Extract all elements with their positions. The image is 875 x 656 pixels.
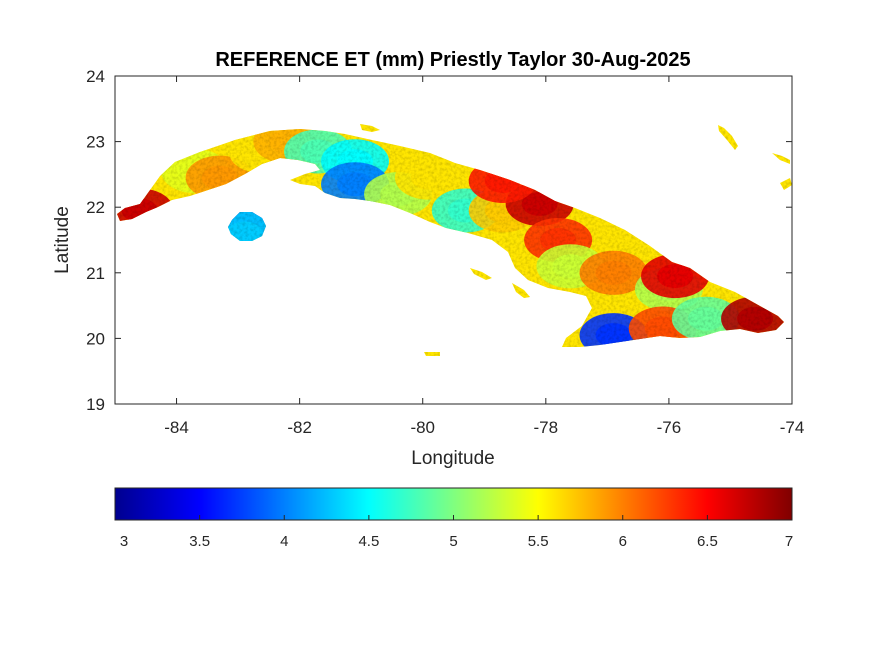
colorbar-tick-label: 7: [785, 533, 793, 550]
colorbar-tick-label: 3.5: [189, 533, 210, 550]
y-tick-label: 19: [86, 395, 105, 414]
colorbar-tick-label: 5.5: [528, 533, 549, 550]
plot-area: [115, 76, 792, 404]
x-tick-label: -84: [164, 418, 189, 437]
colorbar: 3 3.5 4 4.5 5 5.5 6 6.5 7: [114, 487, 793, 550]
x-axis-label: Longitude: [411, 448, 494, 469]
x-tick-label: -82: [287, 418, 312, 437]
colorbar-tick-label: 6.5: [697, 533, 718, 550]
x-tick-label: -76: [657, 418, 682, 437]
y-tick-label: 20: [86, 329, 105, 348]
colorbar-tick-label: 6: [619, 533, 627, 550]
colorbar-tick-label: 4: [280, 533, 288, 550]
x-tick-label: -80: [410, 418, 435, 437]
x-tick-label: -78: [534, 418, 559, 437]
x-axis: -84 -82 -80 -78 -76 -74: [164, 76, 804, 437]
colorbar-ticks: 3 3.5 4 4.5 5 5.5 6 6.5 7: [114, 515, 793, 550]
y-tick-label: 23: [86, 133, 105, 152]
colorbar-tick-label: 3: [120, 533, 128, 550]
colorbar-tick-label: 4.5: [358, 533, 379, 550]
y-tick-label: 21: [86, 264, 105, 283]
y-axis-label: Latitude: [52, 206, 73, 274]
y-tick-label: 22: [86, 198, 105, 217]
plot-frame: [114, 75, 793, 405]
chart-title: REFERENCE ET (mm) Priestly Taylor 30-Aug…: [215, 49, 690, 71]
y-axis: 19 20 21 22 23 24: [86, 67, 792, 414]
y-tick-label: 24: [86, 67, 105, 86]
x-tick-label: -74: [780, 418, 805, 437]
colorbar-tick-label: 5: [449, 533, 457, 550]
